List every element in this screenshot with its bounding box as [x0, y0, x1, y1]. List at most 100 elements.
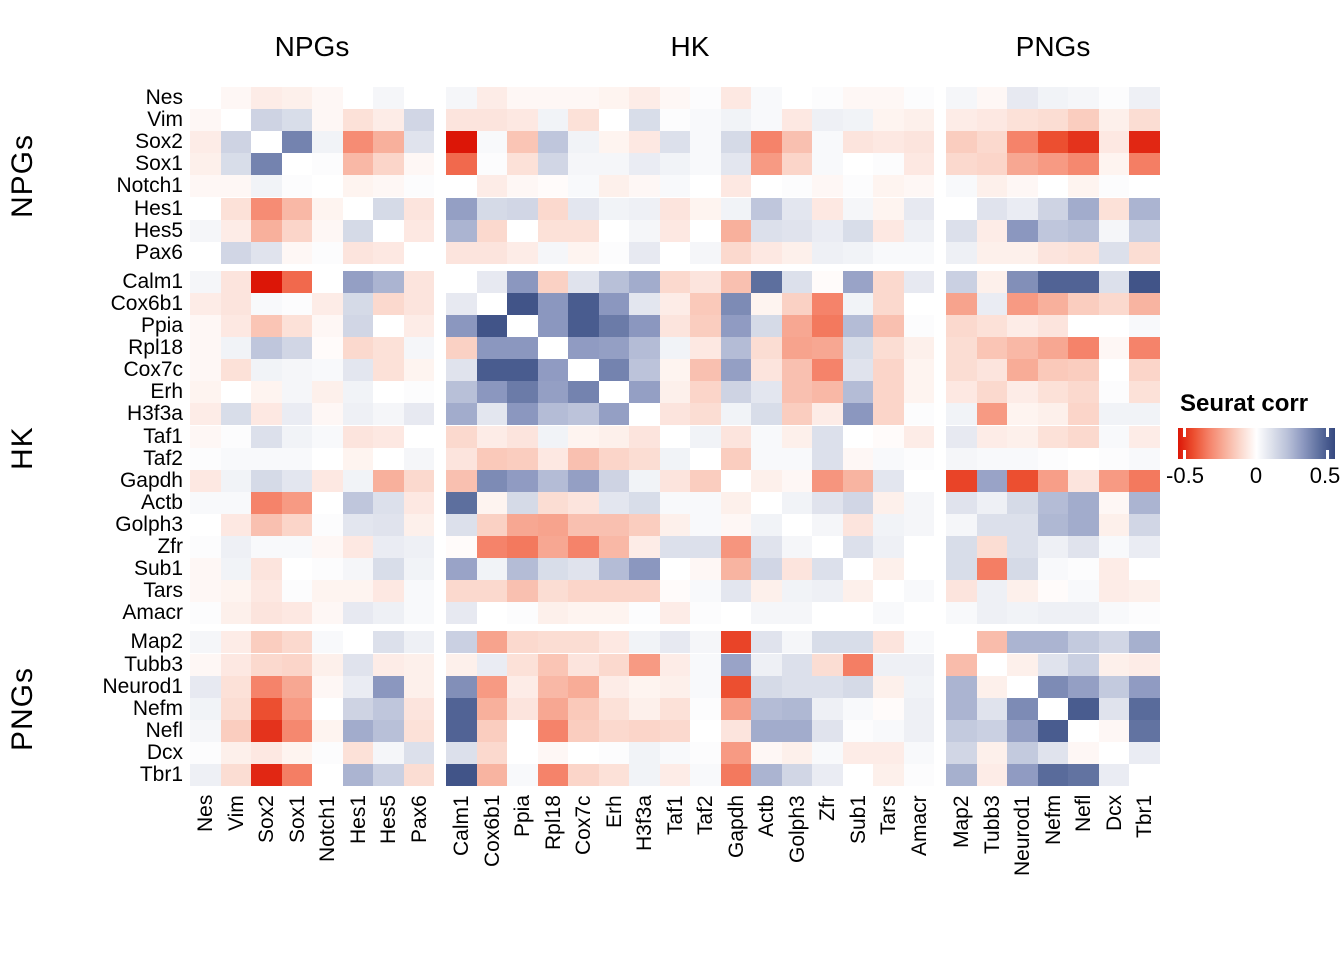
heatmap-cell — [1037, 631, 1068, 654]
col-label: Tars — [877, 795, 900, 835]
heatmap-cell — [659, 359, 690, 382]
heatmap-cell — [476, 315, 507, 338]
heatmap-cell — [1098, 653, 1129, 676]
heatmap-cell — [659, 469, 690, 492]
heatmap-cell — [1037, 558, 1068, 581]
row-label: Golph3 — [115, 512, 183, 536]
heatmap-cell — [537, 315, 568, 338]
heatmap-cell — [781, 131, 812, 154]
heatmap-cell — [720, 697, 751, 720]
heatmap-cell — [190, 719, 221, 742]
heatmap-cell — [403, 359, 434, 382]
heatmap-cell — [220, 513, 251, 536]
heatmap-cell — [373, 764, 404, 787]
heatmap-cell — [629, 741, 660, 764]
heatmap-cell — [903, 292, 934, 315]
heatmap-cell — [537, 109, 568, 132]
heatmap-cell — [312, 153, 343, 176]
heatmap-cell — [476, 219, 507, 242]
heatmap-cell — [251, 697, 282, 720]
heatmap-cell — [403, 719, 434, 742]
heatmap-cell — [312, 513, 343, 536]
heatmap-cell — [629, 292, 660, 315]
heatmap-cell — [751, 381, 782, 404]
heatmap-cell — [1037, 719, 1068, 742]
heatmap-cell — [842, 315, 873, 338]
row-label: Nes — [145, 86, 183, 109]
heatmap-cell — [1068, 403, 1099, 426]
heatmap-cell — [781, 87, 812, 110]
heatmap-cell — [1068, 631, 1099, 654]
heatmap-cell — [873, 469, 904, 492]
heatmap-cell — [1129, 675, 1160, 698]
heatmap-cell — [1098, 337, 1129, 360]
heatmap-cell — [1098, 219, 1129, 242]
heatmap-cell — [751, 197, 782, 220]
heatmap-cell — [598, 536, 629, 559]
heatmap-cell — [281, 580, 312, 603]
heatmap-cell — [659, 741, 690, 764]
heatmap-cell — [1007, 697, 1038, 720]
heatmap-cell — [446, 536, 477, 559]
heatmap-cell — [1098, 153, 1129, 176]
heatmap-cell — [1007, 315, 1038, 338]
heatmap-cell — [598, 653, 629, 676]
heatmap-cell — [873, 87, 904, 110]
heatmap-cell — [281, 241, 312, 264]
heatmap-cell — [976, 513, 1007, 536]
heatmap-cell — [342, 241, 373, 264]
heatmap-cell — [873, 513, 904, 536]
heatmap-cell — [251, 719, 282, 742]
heatmap-cell — [781, 558, 812, 581]
legend-tick-label-mid: 0 — [1249, 463, 1263, 488]
legend: Seurat corr -0.5 0 0.5 — [1155, 390, 1344, 495]
heatmap-cell — [690, 469, 721, 492]
heatmap-cell — [373, 197, 404, 220]
heatmap-cell — [690, 425, 721, 448]
heatmap-cell — [476, 359, 507, 382]
row-label: Tbr1 — [139, 763, 183, 786]
heatmap-cell — [781, 109, 812, 132]
heatmap-cell — [251, 381, 282, 404]
heatmap-cell — [751, 631, 782, 654]
col-label: Amacr — [907, 795, 931, 856]
heatmap-cell — [720, 131, 751, 154]
heatmap-cell — [946, 381, 977, 404]
heatmap-cell — [507, 87, 538, 110]
heatmap-cell — [1007, 109, 1038, 132]
heatmap-cell — [568, 175, 599, 198]
heatmap-cell — [1007, 653, 1038, 676]
heatmap-cell — [507, 558, 538, 581]
heatmap-cell — [976, 219, 1007, 242]
heatmap-cell — [690, 675, 721, 698]
col-label: Neurod1 — [1011, 795, 1034, 876]
heatmap-cell — [281, 602, 312, 625]
heatmap-cell — [1037, 197, 1068, 220]
legend-colorbar — [1178, 428, 1335, 459]
heatmap-cell — [690, 87, 721, 110]
heatmap-cell — [1037, 87, 1068, 110]
heatmap-cell — [1098, 131, 1129, 154]
heatmap-cell — [537, 602, 568, 625]
heatmap-cell — [690, 580, 721, 603]
heatmap-cell — [598, 131, 629, 154]
heatmap-cell — [629, 109, 660, 132]
heatmap-cell — [1068, 270, 1099, 293]
heatmap-cell — [842, 292, 873, 315]
heatmap-cell — [342, 469, 373, 492]
heatmap-cell — [1007, 219, 1038, 242]
heatmap-cell — [403, 764, 434, 787]
heatmap-cell — [537, 697, 568, 720]
heatmap-cell — [1007, 491, 1038, 514]
heatmap-cell — [690, 602, 721, 625]
heatmap-cell — [1068, 469, 1099, 492]
heatmap-cell — [476, 131, 507, 154]
heatmap-cell — [568, 403, 599, 426]
heatmap-cell — [568, 359, 599, 382]
heatmap-cell — [873, 270, 904, 293]
heatmap-cell — [1068, 425, 1099, 448]
heatmap-cell — [568, 653, 599, 676]
heatmap-cell — [629, 197, 660, 220]
heatmap-cell — [220, 469, 251, 492]
heatmap-cell — [720, 87, 751, 110]
